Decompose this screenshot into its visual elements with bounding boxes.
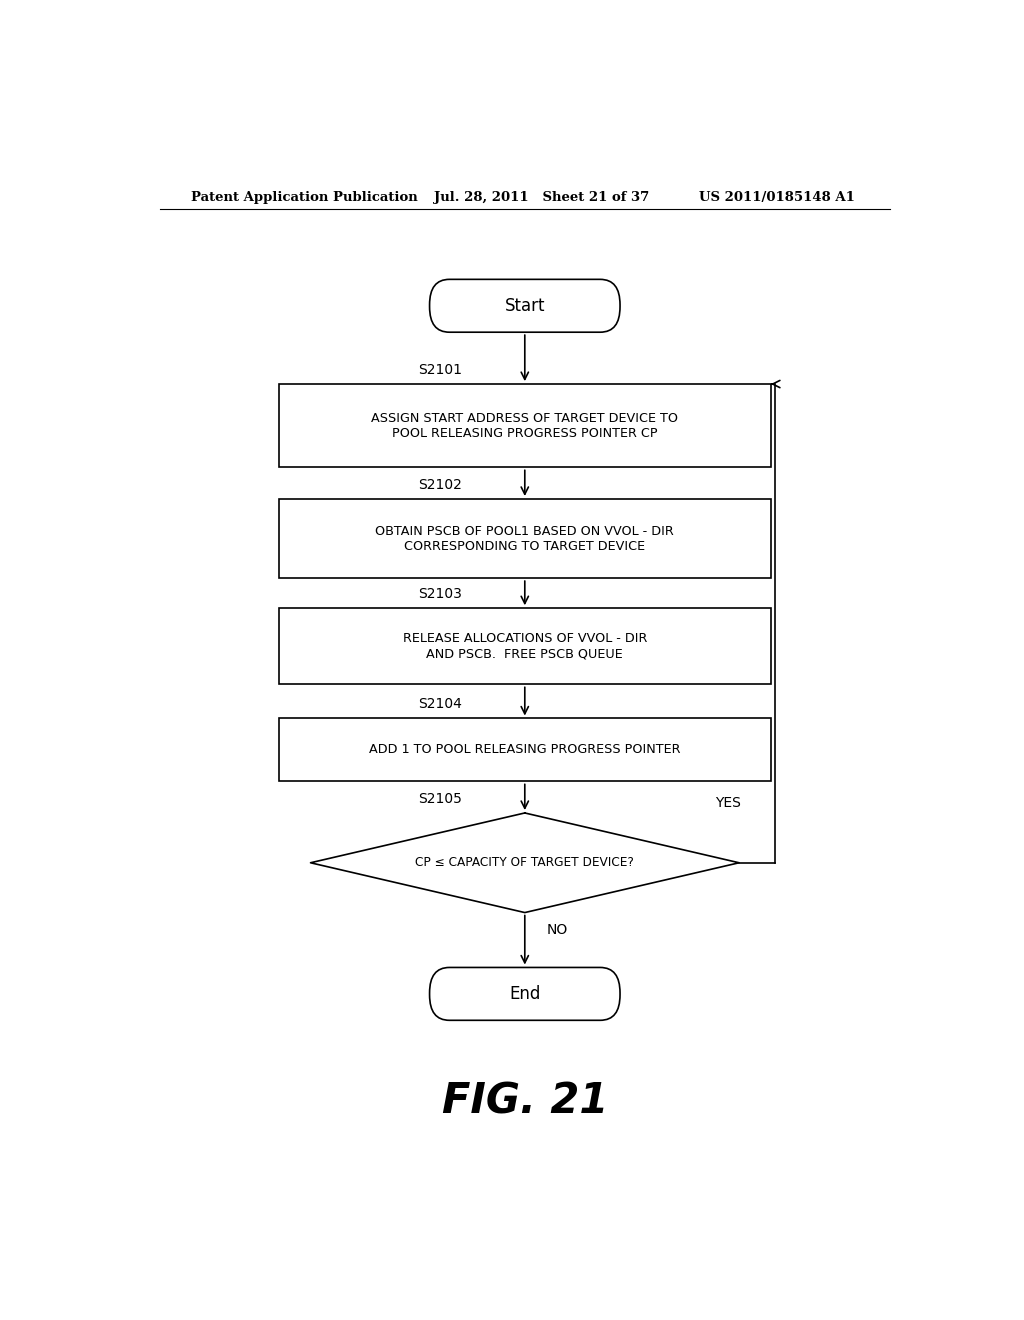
Text: S2104: S2104 (418, 697, 462, 711)
Text: S2102: S2102 (418, 478, 462, 492)
Text: Start: Start (505, 297, 545, 314)
Text: RELEASE ALLOCATIONS OF VVOL - DIR
AND PSCB.  FREE PSCB QUEUE: RELEASE ALLOCATIONS OF VVOL - DIR AND PS… (402, 632, 647, 660)
Bar (279, 384, 771, 467)
Text: ADD 1 TO POOL RELEASING PROGRESS POINTER: ADD 1 TO POOL RELEASING PROGRESS POINTER (369, 743, 681, 756)
Text: FIG. 21: FIG. 21 (441, 1081, 608, 1122)
Bar (279, 499, 771, 578)
FancyBboxPatch shape (430, 968, 620, 1020)
Text: US 2011/0185148 A1: US 2011/0185148 A1 (699, 190, 855, 203)
Text: S2101: S2101 (418, 363, 462, 378)
Text: Patent Application Publication: Patent Application Publication (191, 190, 418, 203)
Text: ASSIGN START ADDRESS OF TARGET DEVICE TO
POOL RELEASING PROGRESS POINTER CP: ASSIGN START ADDRESS OF TARGET DEVICE TO… (372, 412, 678, 440)
Bar (279, 609, 771, 684)
Text: S2103: S2103 (418, 587, 462, 601)
Text: NO: NO (547, 923, 568, 937)
Text: YES: YES (715, 796, 741, 810)
Text: S2105: S2105 (418, 792, 462, 805)
Text: End: End (509, 985, 541, 1003)
Bar (279, 718, 771, 781)
Polygon shape (310, 813, 739, 912)
Text: Jul. 28, 2011   Sheet 21 of 37: Jul. 28, 2011 Sheet 21 of 37 (433, 190, 649, 203)
Text: CP ≤ CAPACITY OF TARGET DEVICE?: CP ≤ CAPACITY OF TARGET DEVICE? (416, 857, 634, 870)
Text: OBTAIN PSCB OF POOL1 BASED ON VVOL - DIR
CORRESPONDING TO TARGET DEVICE: OBTAIN PSCB OF POOL1 BASED ON VVOL - DIR… (376, 524, 674, 553)
FancyBboxPatch shape (430, 280, 620, 333)
